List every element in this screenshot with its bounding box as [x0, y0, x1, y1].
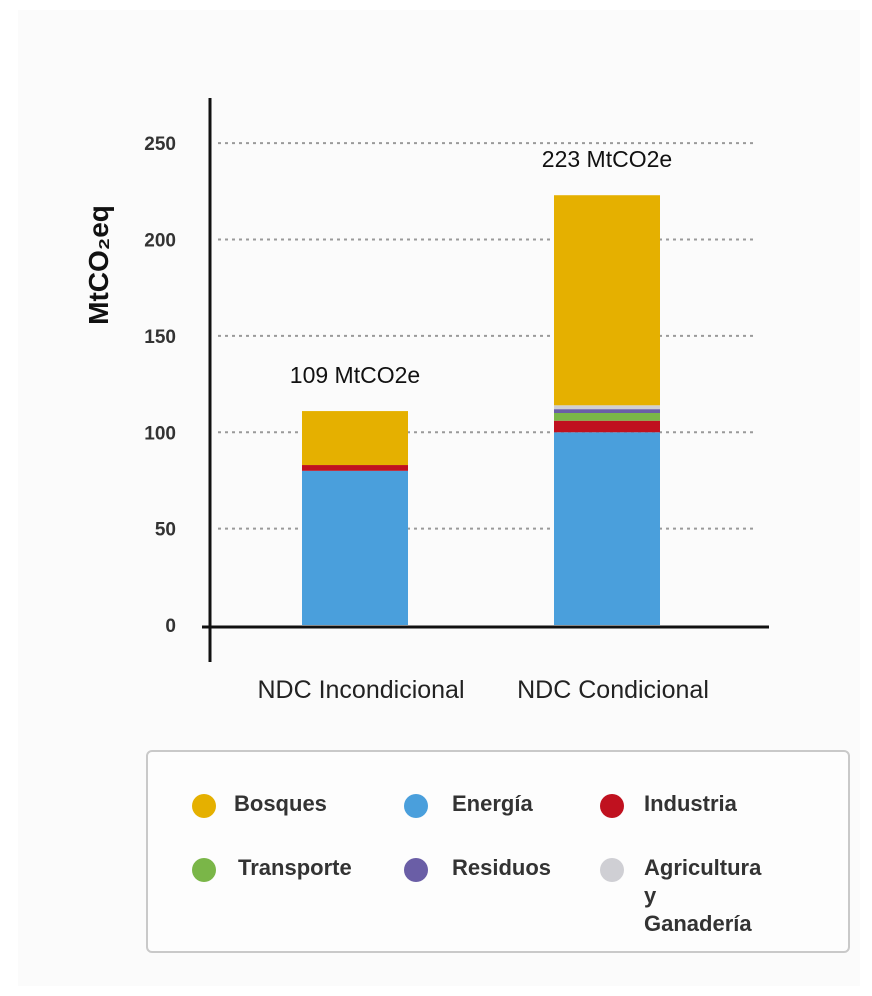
y-tick-label: 50: [155, 520, 176, 541]
chart-legend: Bosques Energía Industria Transporte Res…: [146, 750, 850, 953]
legend-swatch-bosques: [192, 794, 216, 818]
bar-segment: [302, 465, 408, 471]
bar-segment: [554, 405, 660, 410]
legend-label-transporte: Transporte: [238, 855, 352, 880]
legend-label-residuos: Residuos: [452, 855, 552, 880]
x-tick-label: NDC Incondicional: [257, 676, 464, 704]
y-axis-label: MtCO₂eq: [83, 205, 114, 325]
bar-segment: [554, 409, 660, 413]
y-tick-label: 0: [165, 616, 176, 637]
legend-swatch-agricultura: [600, 858, 624, 882]
bar-total-label: 109 MtCO2e: [290, 362, 420, 388]
legend-swatch-energia: [404, 794, 428, 818]
y-tick-label: 150: [144, 327, 176, 348]
y-tick-label: 200: [144, 231, 176, 252]
bar-segment: [554, 195, 660, 406]
y-tick-label: 250: [144, 134, 176, 155]
y-tick-label: 100: [144, 423, 176, 444]
legend-label-bosques: Bosques: [234, 791, 327, 816]
legend-label-industria: Industria: [644, 791, 737, 816]
stacked-bar-chart: 109 MtCO2e NDC Incondicional 223 MtCO2e NDC…: [83, 98, 769, 704]
legend-swatch-industria: [600, 794, 624, 818]
bar-segment: [554, 420, 660, 433]
legend-swatch-transporte: [192, 858, 216, 882]
legend-label-agricultura: Agricultura y Ganadería: [644, 855, 762, 936]
bar-segment: [302, 470, 408, 625]
x-tick-label: NDC Condicional: [517, 676, 709, 704]
legend-label-energia: Energía: [452, 791, 533, 816]
bar-segment: [302, 411, 408, 466]
bar-segment: [554, 432, 660, 625]
bar-segment: [554, 413, 660, 421]
chart-card: 109 MtCO2e NDC Incondicional 223 MtCO2e NDC…: [18, 10, 860, 986]
legend-swatch-residuos: [404, 858, 428, 882]
bar-total-label: 223 MtCO2e: [542, 146, 672, 172]
